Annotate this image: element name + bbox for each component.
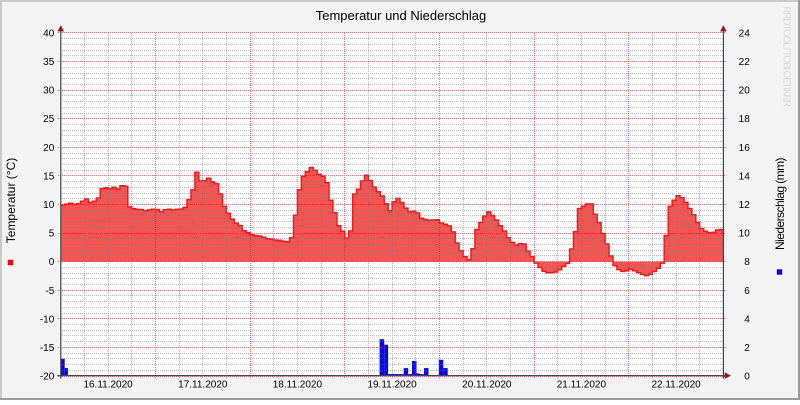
svg-text:2: 2	[744, 343, 750, 354]
svg-text:15: 15	[43, 171, 55, 182]
svg-text:25: 25	[43, 114, 55, 125]
svg-text:17.11.2020: 17.11.2020	[178, 380, 228, 391]
svg-text:Niederschlag (mm): Niederschlag (mm)	[773, 157, 787, 250]
svg-text:18: 18	[739, 114, 751, 125]
svg-text:Temperatur und Niederschlag: Temperatur und Niederschlag	[316, 8, 487, 23]
svg-text:21.11.2020: 21.11.2020	[557, 380, 607, 391]
svg-text:16.11.2020: 16.11.2020	[83, 380, 133, 391]
svg-text:18.11.2020: 18.11.2020	[273, 380, 323, 391]
svg-text:22.11.2020: 22.11.2020	[651, 380, 701, 391]
svg-text:-5: -5	[45, 286, 54, 297]
svg-text:5: 5	[49, 229, 55, 240]
svg-text:20: 20	[739, 86, 751, 97]
svg-text:16: 16	[739, 143, 751, 154]
svg-text:0: 0	[744, 372, 750, 383]
svg-text:20: 20	[43, 143, 55, 154]
svg-text:-10: -10	[40, 314, 55, 325]
svg-text:0: 0	[49, 257, 55, 268]
svg-text:6: 6	[744, 286, 750, 297]
svg-text:19.11.2020: 19.11.2020	[367, 380, 417, 391]
svg-text:14: 14	[739, 171, 751, 182]
svg-text:30: 30	[43, 86, 55, 97]
svg-text:24: 24	[739, 29, 751, 40]
svg-text:-15: -15	[40, 343, 55, 354]
svg-text:20.11.2020: 20.11.2020	[462, 380, 512, 391]
svg-text:-20: -20	[40, 372, 55, 383]
svg-text:RRDTOOL / TOBI OETIKER: RRDTOOL / TOBI OETIKER	[780, 6, 791, 106]
svg-text:8: 8	[744, 257, 750, 268]
svg-text:40: 40	[43, 29, 55, 40]
svg-text:10: 10	[739, 229, 751, 240]
svg-text:10: 10	[43, 200, 55, 211]
svg-text:Temperatur (°C): Temperatur (°C)	[4, 158, 18, 243]
svg-text:4: 4	[744, 314, 750, 325]
svg-text:22: 22	[739, 57, 751, 68]
svg-text:12: 12	[739, 200, 751, 211]
svg-text:35: 35	[43, 57, 55, 68]
